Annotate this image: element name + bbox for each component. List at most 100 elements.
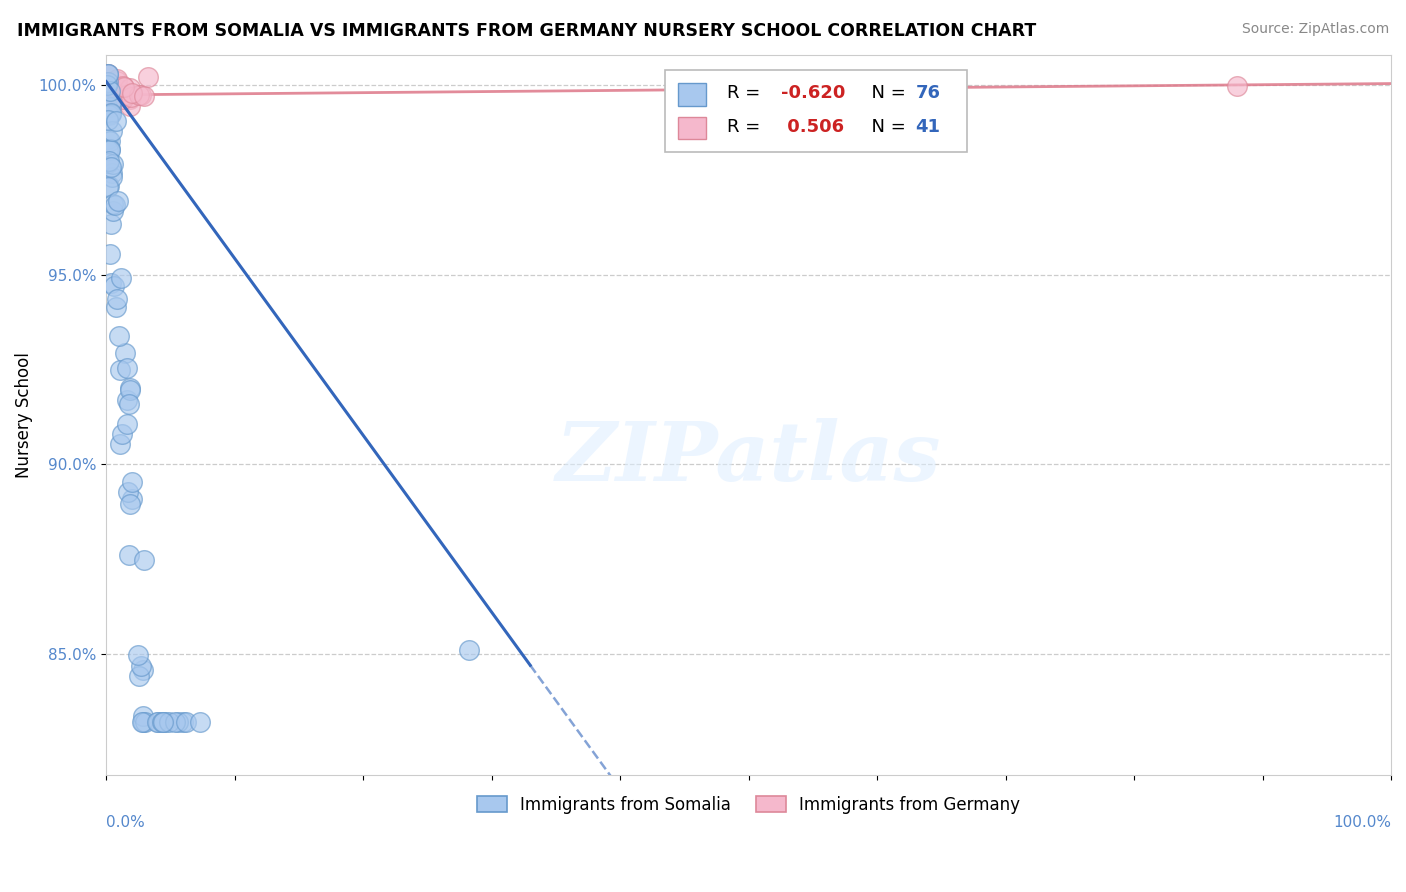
Point: [97, 75, 120, 89]
Point: [98, 99, 121, 113]
Point: [148, 715, 170, 730]
Point: [121, 475, 143, 489]
Point: [107, 82, 129, 96]
Point: [118, 381, 141, 395]
Point: [97, 93, 120, 107]
Point: [150, 715, 173, 730]
Point: [115, 361, 138, 376]
Point: [131, 715, 153, 730]
Text: R =: R =: [727, 85, 766, 103]
Point: [98, 134, 121, 148]
Point: [132, 552, 155, 566]
Point: [118, 397, 141, 411]
Point: [101, 157, 124, 171]
Point: [100, 99, 122, 113]
Point: [97, 179, 120, 194]
Point: [97, 179, 120, 194]
Point: [101, 203, 124, 218]
Point: [96, 99, 118, 113]
Point: [118, 497, 141, 511]
Point: [112, 93, 135, 107]
Point: [103, 92, 125, 106]
Point: [98, 84, 121, 98]
Point: [97, 84, 120, 98]
Point: [108, 363, 131, 377]
Point: [188, 715, 211, 730]
Point: [98, 108, 121, 122]
Point: [105, 71, 128, 86]
Text: Source: ZipAtlas.com: Source: ZipAtlas.com: [1241, 22, 1389, 37]
Point: [108, 437, 131, 451]
Point: [97, 67, 120, 81]
Point: [103, 93, 125, 107]
FancyBboxPatch shape: [678, 83, 706, 105]
Point: [101, 91, 124, 105]
Point: [129, 659, 152, 673]
Point: [152, 715, 174, 730]
Text: R =: R =: [727, 118, 766, 136]
Point: [97, 112, 120, 127]
Point: [100, 276, 122, 290]
Text: ZIPatlas: ZIPatlas: [555, 418, 942, 499]
Text: IMMIGRANTS FROM SOMALIA VS IMMIGRANTS FROM GERMANY NURSERY SCHOOL CORRELATION CH: IMMIGRANTS FROM SOMALIA VS IMMIGRANTS FR…: [17, 22, 1036, 40]
Point: [138, 70, 160, 85]
Text: 0.0%: 0.0%: [107, 814, 145, 830]
Point: [100, 86, 122, 100]
Point: [96, 78, 118, 93]
Point: [105, 85, 128, 99]
Point: [104, 198, 127, 212]
Point: [100, 87, 122, 101]
Point: [103, 279, 125, 293]
Point: [134, 89, 156, 103]
Point: [108, 82, 131, 96]
Point: [101, 80, 124, 95]
Point: [132, 708, 155, 723]
Point: [97, 143, 120, 157]
Point: [98, 153, 121, 168]
Point: [97, 156, 120, 170]
Point: [96, 82, 118, 96]
Point: [100, 107, 122, 121]
Point: [121, 86, 143, 100]
Point: [114, 345, 136, 359]
Point: [117, 548, 139, 562]
Point: [134, 715, 156, 730]
Point: [172, 715, 194, 730]
Point: [131, 715, 153, 730]
Point: [120, 90, 142, 104]
Legend: Immigrants from Somalia, Immigrants from Germany: Immigrants from Somalia, Immigrants from…: [470, 789, 1026, 821]
Point: [121, 491, 143, 506]
Point: [98, 84, 121, 98]
Point: [96, 78, 118, 92]
Point: [118, 80, 141, 95]
Point: [107, 194, 129, 208]
Text: 0.506: 0.506: [780, 118, 844, 136]
Point: [167, 715, 190, 730]
Point: [159, 715, 181, 730]
Point: [120, 92, 142, 106]
Point: [100, 95, 122, 110]
Point: [1226, 79, 1249, 94]
Point: [132, 663, 155, 677]
Point: [98, 143, 121, 157]
Point: [115, 393, 138, 408]
Point: [97, 67, 120, 81]
Point: [129, 87, 152, 102]
Point: [107, 329, 129, 343]
Point: [120, 384, 142, 398]
Point: [103, 92, 125, 106]
Point: [101, 86, 124, 100]
Point: [127, 648, 149, 662]
Point: [111, 79, 134, 94]
Point: [97, 75, 120, 89]
FancyBboxPatch shape: [678, 117, 706, 139]
Point: [114, 87, 136, 102]
Text: 76: 76: [915, 85, 941, 103]
Point: [117, 484, 139, 499]
Point: [128, 669, 150, 683]
Point: [100, 106, 122, 120]
Point: [101, 197, 124, 211]
Text: 100.0%: 100.0%: [1333, 814, 1391, 830]
Point: [146, 715, 169, 730]
Point: [97, 88, 120, 103]
